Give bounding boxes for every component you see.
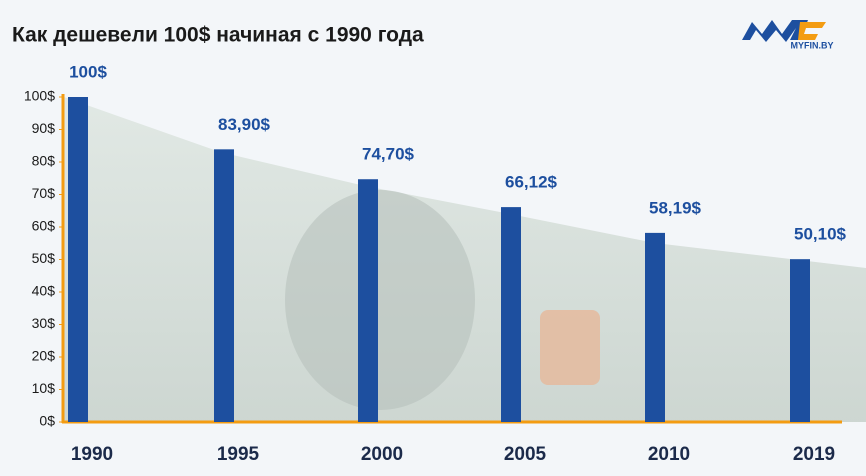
x-tick-label: 2019 [793,444,835,465]
x-tick-label: 2005 [504,444,547,465]
value-label: 66,12$ [505,173,558,192]
logo-mark-accent [798,22,826,40]
y-tick-label: 100$ [24,88,55,104]
logo-mark [742,20,808,42]
value-label: 50,10$ [794,225,847,244]
value-label: 83,90$ [218,115,271,134]
x-tick-label: 1995 [217,444,260,465]
y-tick-label: 0$ [39,413,55,429]
y-tick-label: 10$ [32,380,56,396]
x-tick-label: 1990 [71,444,113,465]
y-tick-label: 40$ [32,283,56,299]
value-label: 74,70$ [362,145,415,164]
logo-text: MYFIN.BY [790,40,833,50]
value-label: 58,19$ [649,198,702,217]
bar [501,207,521,422]
chart-title: Как дешевели 100$ начиная с 1990 года [12,24,424,47]
y-tick-label: 60$ [32,218,56,234]
bar [68,97,88,422]
bar [358,179,378,422]
x-tick-label: 2000 [361,444,403,465]
logo: MYFIN.BY [742,20,834,50]
y-tick-label: 70$ [32,185,56,201]
portrait-decoration [285,190,475,410]
y-tick-label: 90$ [32,120,56,136]
value-label: 100$ [69,62,107,81]
y-tick-label: 20$ [32,348,56,364]
y-tick-label: 80$ [32,153,56,169]
bar [645,232,665,422]
bar [790,259,810,422]
inkwell-decoration [540,310,600,385]
y-tick-label: 50$ [32,250,56,266]
bar [214,149,234,422]
x-tick-label: 2010 [648,444,690,465]
y-tick-label: 30$ [32,315,56,331]
